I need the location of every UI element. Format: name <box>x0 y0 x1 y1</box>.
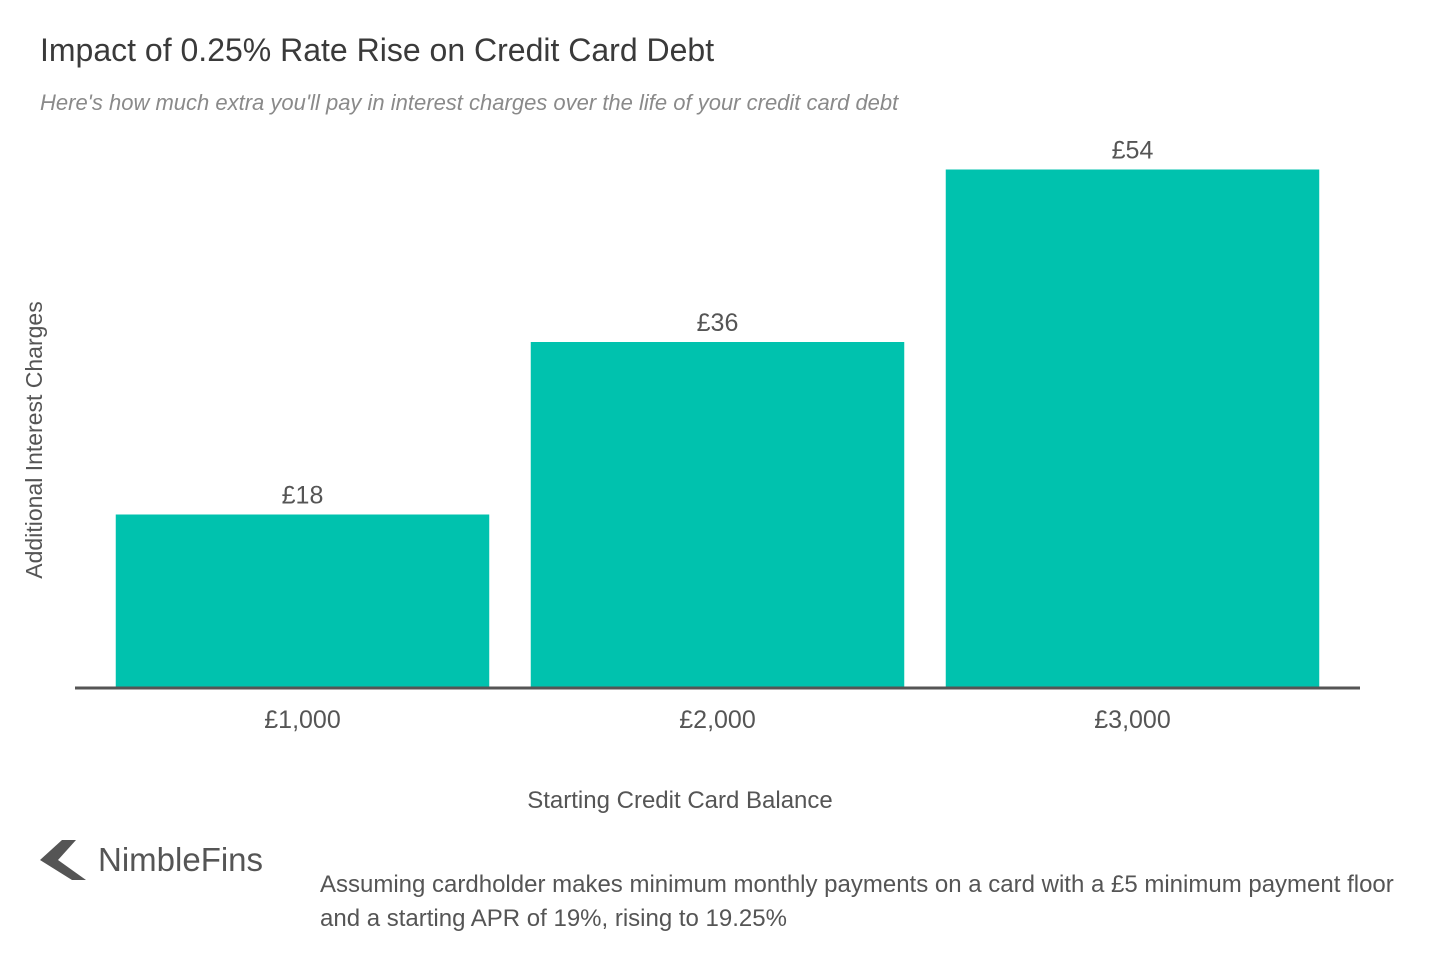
bar-1 <box>115 514 490 687</box>
x-tick-label-3: £3,000 <box>1094 706 1170 734</box>
bar-3 <box>945 169 1320 687</box>
data-label-1: £18 <box>282 482 324 510</box>
x-tick-label-1: £1,000 <box>264 706 340 734</box>
x-tick-labels: £1,000 £2,000 £3,000 <box>264 706 1170 734</box>
y-axis-title: Additional Interest Charges <box>21 301 47 578</box>
chart-subtitle: Here's how much extra you'll pay in inte… <box>40 90 899 115</box>
bar-chart: £18 £36 £54 £1,000 £2,000 £3,000 Additional … <box>21 137 1360 814</box>
chart-title: Impact of 0.25% Rate Rise on Credit Card… <box>40 32 715 68</box>
footnote: Assuming cardholder makes minimum monthl… <box>320 871 1394 932</box>
data-label-3: £54 <box>1112 137 1154 165</box>
data-label-2: £36 <box>697 309 739 337</box>
x-tick-label-2: £2,000 <box>679 706 755 734</box>
nimblefins-arrow-icon <box>40 840 86 880</box>
bars-layer: £18 £36 £54 <box>115 137 1320 687</box>
logo-text: NimbleFins <box>98 841 264 878</box>
nimblefins-logo: NimbleFins <box>40 840 263 880</box>
x-axis-title: Starting Credit Card Balance <box>527 787 832 814</box>
bar-2 <box>530 342 905 687</box>
